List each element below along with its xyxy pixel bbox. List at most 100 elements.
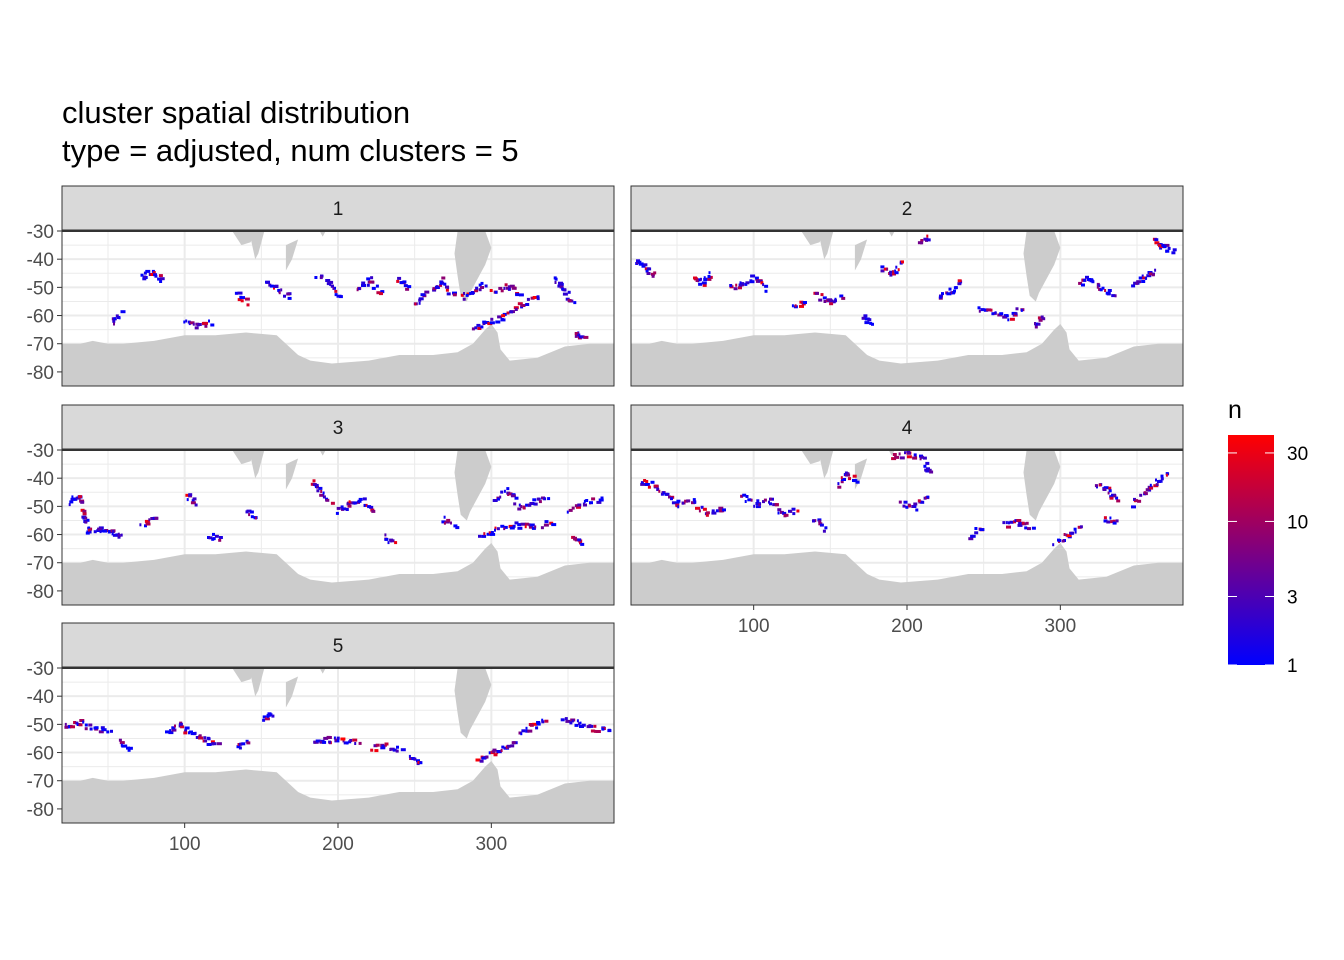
cluster-cell [917, 499, 921, 503]
cluster-cell [85, 531, 90, 535]
cluster-cell [703, 278, 708, 281]
cluster-cell [443, 515, 446, 519]
cluster-cell [577, 333, 581, 337]
cluster-cell [501, 745, 505, 749]
cluster-cell [904, 451, 906, 455]
cluster-cell [187, 320, 191, 324]
legend-tick-label: 3 [1287, 588, 1298, 609]
land-polygon [285, 239, 299, 271]
cluster-cell [823, 300, 827, 303]
cluster-cell [574, 538, 579, 542]
cluster-cell [357, 499, 362, 503]
cluster-cell [536, 297, 540, 301]
cluster-cell [739, 281, 742, 285]
cluster-cell [986, 308, 992, 312]
cluster-cell [691, 501, 695, 505]
cluster-cell [150, 273, 154, 276]
cluster-cell [840, 476, 843, 480]
cluster-cell [99, 530, 102, 534]
cluster-cell [208, 536, 213, 540]
cluster-cell [113, 322, 115, 326]
cluster-cell [330, 501, 335, 505]
cluster-cell [772, 503, 778, 507]
cluster-cell [1106, 520, 1111, 524]
cluster-cell [701, 281, 707, 285]
cluster-cell [824, 526, 828, 530]
cluster-cell [978, 309, 981, 313]
cluster-cell [518, 731, 522, 735]
cluster-cell [183, 731, 188, 735]
land-polygon [801, 231, 825, 246]
cluster-cell [733, 287, 738, 291]
cluster-cell [1115, 496, 1119, 500]
cluster-cell [236, 745, 241, 749]
cluster-cell [891, 457, 897, 461]
cluster-cell [366, 277, 371, 281]
cluster-cell [334, 739, 340, 743]
legend-tick-label: 1 [1287, 656, 1298, 677]
cluster-cell [419, 761, 423, 765]
chart-subtitle: type = adjusted, num clusters = 5 [62, 133, 519, 168]
cluster-cell [402, 280, 407, 284]
cluster-cell [557, 284, 562, 288]
cluster-cell [180, 725, 185, 729]
cluster-cell [762, 283, 765, 287]
cluster-cell [1111, 294, 1116, 298]
cluster-cell [756, 499, 760, 503]
cluster-cell [460, 293, 464, 297]
cluster-cell [495, 320, 501, 324]
cluster-cell [1171, 251, 1176, 255]
cluster-cell [906, 455, 912, 459]
cluster-cell [837, 485, 842, 489]
cluster-cell [154, 274, 158, 278]
cluster-cell [803, 301, 807, 304]
cluster-cell [1024, 526, 1028, 530]
cluster-cell [84, 723, 88, 727]
cluster-cell [503, 489, 506, 493]
cluster-cell [506, 311, 510, 315]
cluster-cell [125, 744, 128, 748]
y-tick-label: -70 [27, 335, 54, 356]
cluster-cell [692, 498, 696, 502]
cluster-cell [905, 505, 909, 509]
cluster-cell [755, 502, 760, 505]
cluster-cell [1078, 281, 1083, 285]
cluster-cell [517, 302, 523, 306]
cluster-cell [538, 500, 542, 504]
cluster-cell [928, 468, 932, 472]
cluster-cell [777, 508, 782, 512]
cluster-cell [265, 280, 270, 284]
cluster-cell [503, 286, 506, 290]
cluster-cell [840, 480, 844, 484]
cluster-cell [647, 267, 652, 271]
panel-border [61, 404, 615, 606]
cluster-cell [1159, 246, 1163, 250]
cluster-cell [1063, 533, 1066, 536]
cluster-cell [541, 718, 544, 722]
cluster-cell [273, 286, 275, 290]
cluster-cell [920, 455, 924, 459]
cluster-cell [1145, 488, 1149, 492]
cluster-cell [206, 743, 212, 746]
cluster-cell [1015, 307, 1019, 311]
cluster-cell [764, 289, 768, 293]
facet-panel-5: 5 -30 -40 -50 -60 -70 -80 100 200 300 [27, 622, 615, 855]
cluster-cell [93, 530, 97, 534]
cluster-cell [323, 736, 329, 740]
cluster-cell [1109, 516, 1112, 520]
cluster-cells [640, 450, 1170, 547]
cluster-cell [113, 317, 117, 321]
cluster-cell [894, 455, 900, 459]
cluster-cell [280, 288, 283, 292]
cluster-cell [703, 276, 706, 280]
cluster-cell [397, 276, 402, 280]
cluster-cell [246, 741, 251, 745]
cluster-cell [320, 490, 323, 493]
cluster-cell [450, 521, 452, 525]
cluster-cell [675, 501, 680, 505]
cluster-cell [1160, 477, 1164, 481]
cluster-cell [198, 734, 202, 738]
x-tick-label: 300 [475, 834, 507, 855]
cluster-cell [841, 478, 846, 481]
